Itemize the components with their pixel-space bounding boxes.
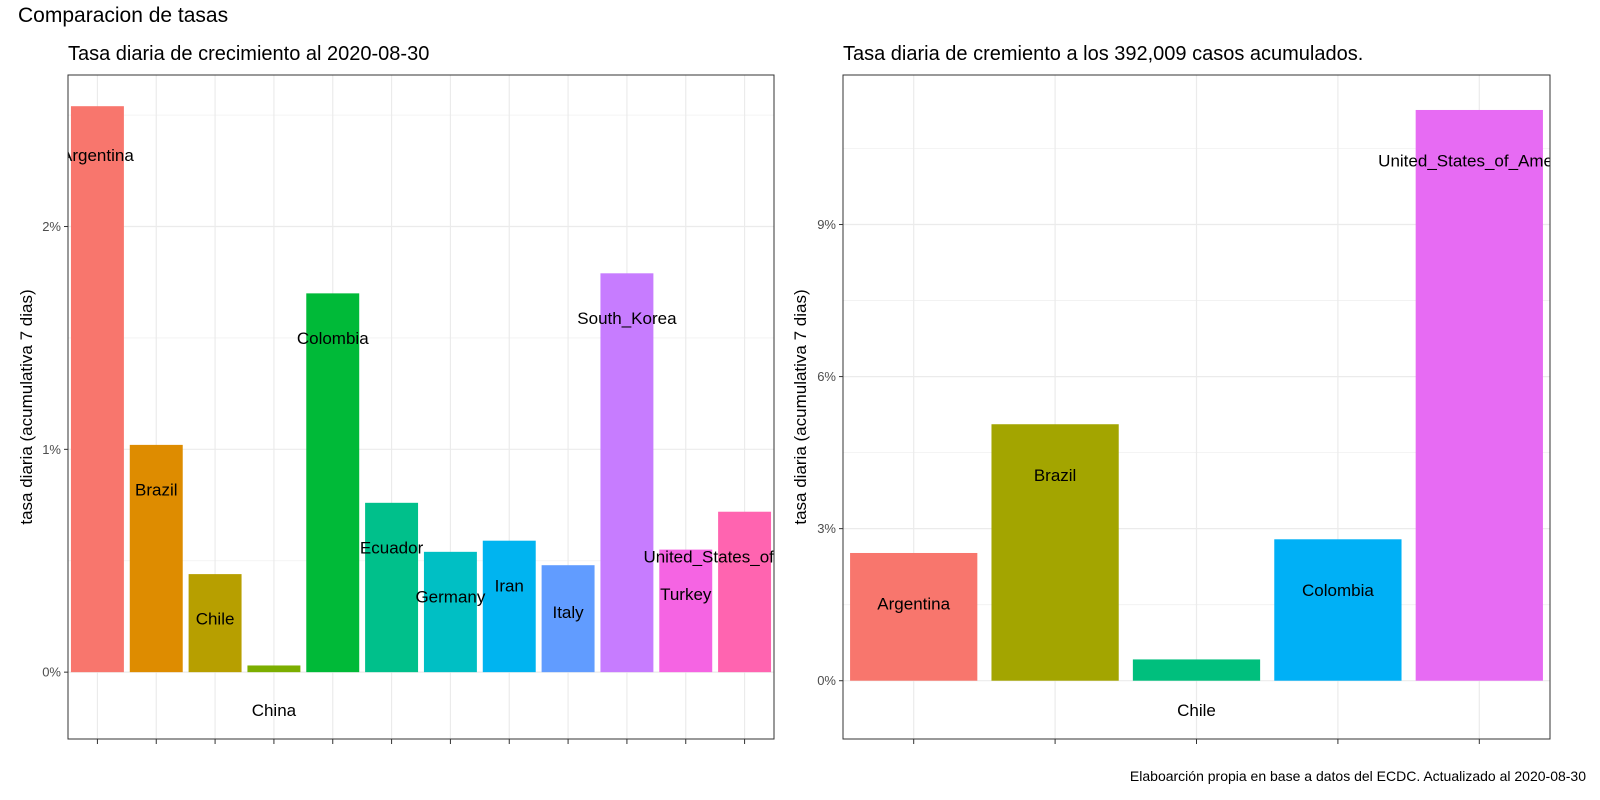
bar-label-chile: Chile (196, 610, 235, 629)
bar-label-united-states-of-america: United_States_of_America (643, 547, 846, 566)
bar-label-chile: Chile (1177, 701, 1216, 720)
bar-south-korea (600, 273, 654, 673)
bar-ecuador (365, 502, 419, 673)
bar-label-brazil: Brazil (135, 480, 178, 499)
bar-label-germany: Germany (415, 587, 485, 606)
bars-group: Argentina Brazil Chile China Colombia Ecuador… (61, 106, 846, 720)
bar-chile (188, 574, 242, 673)
panel-border (67, 74, 775, 740)
bar-brazil (129, 444, 183, 673)
bar-label-china: China (252, 701, 297, 720)
bar-label-argentina: Argentina (61, 146, 134, 165)
bar-argentina (850, 552, 978, 681)
bar-label-colombia: Colombia (297, 329, 369, 348)
bar-label-ecuador: Ecuador (360, 538, 424, 557)
bar-germany (423, 551, 477, 673)
panel-title: Tasa diaria de cremiento a los 392,009 c… (843, 43, 1363, 65)
bar-united-states-of-america (718, 511, 772, 673)
bar-label-united-states-of-america: United_States_of_America (1378, 152, 1581, 171)
bars-group: Argentina Brazil Chile Colombia United_State… (850, 109, 1581, 720)
y-tick-label: 3% (817, 521, 836, 536)
y-axis-label: tasa diaria (acumulativa 7 dias) (791, 289, 810, 524)
y-tick-label: 9% (817, 217, 836, 232)
y-tick-label: 1% (42, 442, 61, 457)
y-tick-label: 0% (42, 665, 61, 680)
right-chart-panel: Tasa diaria de cremiento a los 392,009 c… (791, 43, 1581, 744)
bar-china (247, 665, 301, 673)
bar-italy (541, 565, 595, 673)
bar-colombia (1274, 539, 1402, 681)
y-tick-label: 6% (817, 369, 836, 384)
y-tick-label: 0% (817, 673, 836, 688)
bar-turkey (659, 549, 713, 673)
bar-iran (482, 540, 536, 673)
figure-title: Comparacion de tasas (18, 4, 229, 27)
source-caption: Elaboarción propia en base a datos del E… (1129, 768, 1586, 784)
bar-label-italy: Italy (552, 603, 584, 622)
bar-colombia (306, 293, 360, 673)
bar-brazil (991, 424, 1119, 681)
panel-title: Tasa diaria de crecimiento al 2020-08-30 (68, 43, 429, 65)
bar-label-brazil: Brazil (1034, 466, 1077, 485)
plot-background (68, 75, 774, 739)
bar-argentina (70, 106, 124, 673)
bar-label-argentina: Argentina (877, 595, 950, 614)
y-tick-label: 2% (42, 219, 61, 234)
bar-label-iran: Iran (495, 576, 524, 595)
bar-label-colombia: Colombia (1302, 581, 1374, 600)
bar-label-turkey: Turkey (660, 585, 712, 604)
bar-chile (1132, 659, 1261, 681)
left-chart-panel: Tasa diaria de crecimiento al 2020-08-30… (17, 43, 846, 744)
bar-label-south-korea: South_Korea (577, 309, 677, 328)
bar-united-states-of-america (1415, 109, 1543, 681)
y-axis-label: tasa diaria (acumulativa 7 dias) (17, 289, 36, 524)
